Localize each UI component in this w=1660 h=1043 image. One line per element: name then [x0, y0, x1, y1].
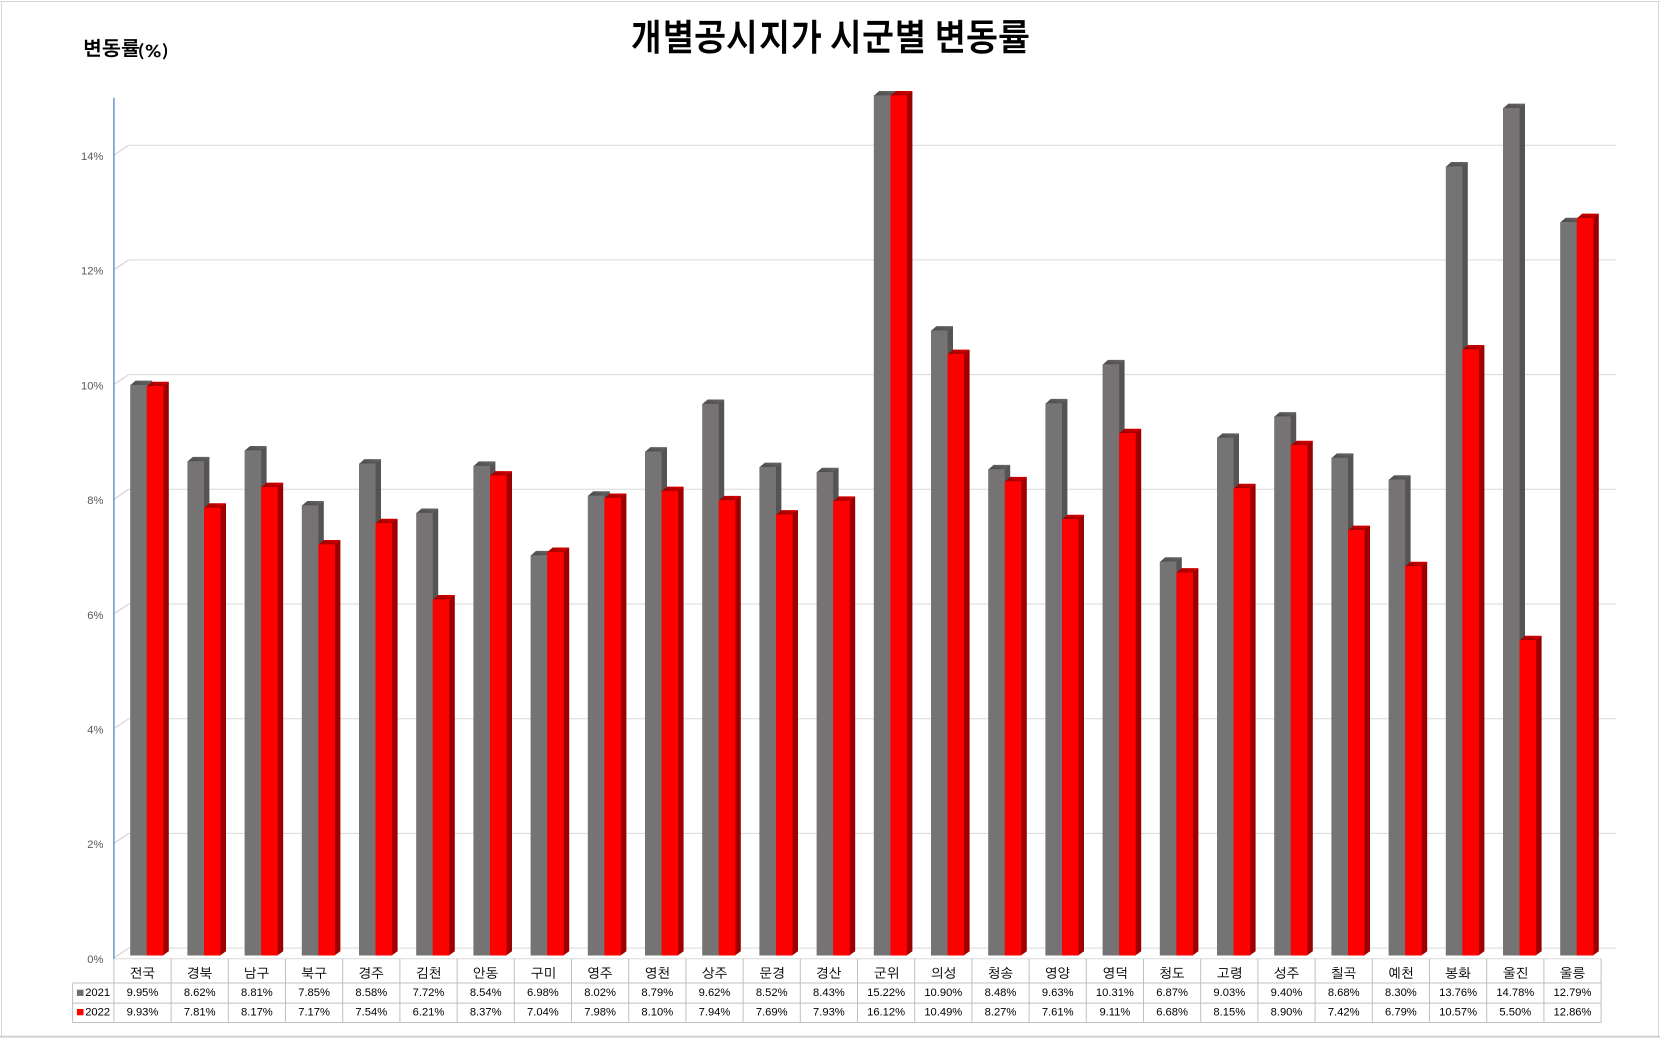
svg-text:15.22%: 15.22% [867, 987, 905, 999]
svg-text:10%: 10% [81, 380, 103, 392]
svg-text:9.40%: 9.40% [1271, 987, 1303, 999]
svg-text:7.42%: 7.42% [1328, 1007, 1360, 1019]
svg-text:2022: 2022 [85, 1007, 110, 1019]
svg-text:8.79%: 8.79% [641, 987, 673, 999]
svg-text:13.76%: 13.76% [1439, 987, 1477, 999]
svg-text:8%: 8% [87, 495, 103, 507]
svg-text:8.68%: 8.68% [1328, 987, 1360, 999]
svg-text:2021: 2021 [85, 987, 110, 999]
svg-text:8.37%: 8.37% [470, 1007, 502, 1019]
svg-text:10.49%: 10.49% [924, 1007, 962, 1019]
svg-text:7.85%: 7.85% [298, 987, 330, 999]
svg-text:8.43%: 8.43% [813, 987, 845, 999]
svg-text:7.17%: 7.17% [298, 1007, 330, 1019]
svg-text:9.95%: 9.95% [127, 987, 159, 999]
svg-text:8.15%: 8.15% [1213, 1007, 1245, 1019]
svg-text:6.68%: 6.68% [1156, 1007, 1188, 1019]
svg-text:12%: 12% [81, 266, 103, 278]
svg-text:6.79%: 6.79% [1385, 1007, 1417, 1019]
svg-text:7.04%: 7.04% [527, 1007, 559, 1019]
svg-text:10.90%: 10.90% [924, 987, 962, 999]
svg-text:7.61%: 7.61% [1042, 1007, 1074, 1019]
svg-text:0%: 0% [87, 954, 103, 966]
svg-text:8.54%: 8.54% [470, 987, 502, 999]
svg-text:6.21%: 6.21% [413, 1007, 445, 1019]
svg-text:14%: 14% [81, 151, 103, 163]
svg-text:9.11%: 9.11% [1099, 1007, 1130, 1019]
svg-text:8.58%: 8.58% [355, 987, 387, 999]
svg-text:7.72%: 7.72% [413, 987, 445, 999]
svg-text:14.78%: 14.78% [1496, 987, 1534, 999]
svg-text:8.02%: 8.02% [584, 987, 616, 999]
svg-text:8.27%: 8.27% [985, 1007, 1017, 1019]
svg-text:8.81%: 8.81% [241, 987, 273, 999]
svg-text:2%: 2% [87, 839, 103, 851]
svg-text:7.93%: 7.93% [813, 1007, 845, 1019]
svg-text:8.17%: 8.17% [241, 1007, 273, 1019]
svg-text:7.94%: 7.94% [699, 1007, 731, 1019]
svg-text:6.87%: 6.87% [1156, 987, 1188, 999]
svg-text:8.90%: 8.90% [1271, 1007, 1303, 1019]
svg-text:4%: 4% [87, 725, 103, 737]
svg-text:8.10%: 8.10% [641, 1007, 673, 1019]
svg-text:7.69%: 7.69% [756, 1007, 788, 1019]
svg-text:5.50%: 5.50% [1499, 1007, 1531, 1019]
svg-text:9.63%: 9.63% [1042, 987, 1074, 999]
svg-text:8.62%: 8.62% [184, 987, 216, 999]
svg-text:9.62%: 9.62% [699, 987, 731, 999]
svg-text:8.52%: 8.52% [756, 987, 788, 999]
svg-text:8.30%: 8.30% [1385, 987, 1417, 999]
svg-text:7.54%: 7.54% [355, 1007, 387, 1019]
svg-text:10.31%: 10.31% [1096, 987, 1134, 999]
svg-text:8.48%: 8.48% [985, 987, 1017, 999]
svg-text:9.93%: 9.93% [127, 1007, 159, 1019]
svg-text:7.98%: 7.98% [584, 1007, 616, 1019]
svg-text:7.81%: 7.81% [184, 1007, 216, 1019]
svg-text:12.86%: 12.86% [1554, 1007, 1592, 1019]
svg-text:16.12%: 16.12% [867, 1007, 905, 1019]
svg-text:10.57%: 10.57% [1439, 1007, 1477, 1019]
svg-text:6.98%: 6.98% [527, 987, 559, 999]
svg-text:6%: 6% [87, 610, 103, 622]
svg-text:9.03%: 9.03% [1213, 987, 1245, 999]
svg-text:12.79%: 12.79% [1554, 987, 1592, 999]
